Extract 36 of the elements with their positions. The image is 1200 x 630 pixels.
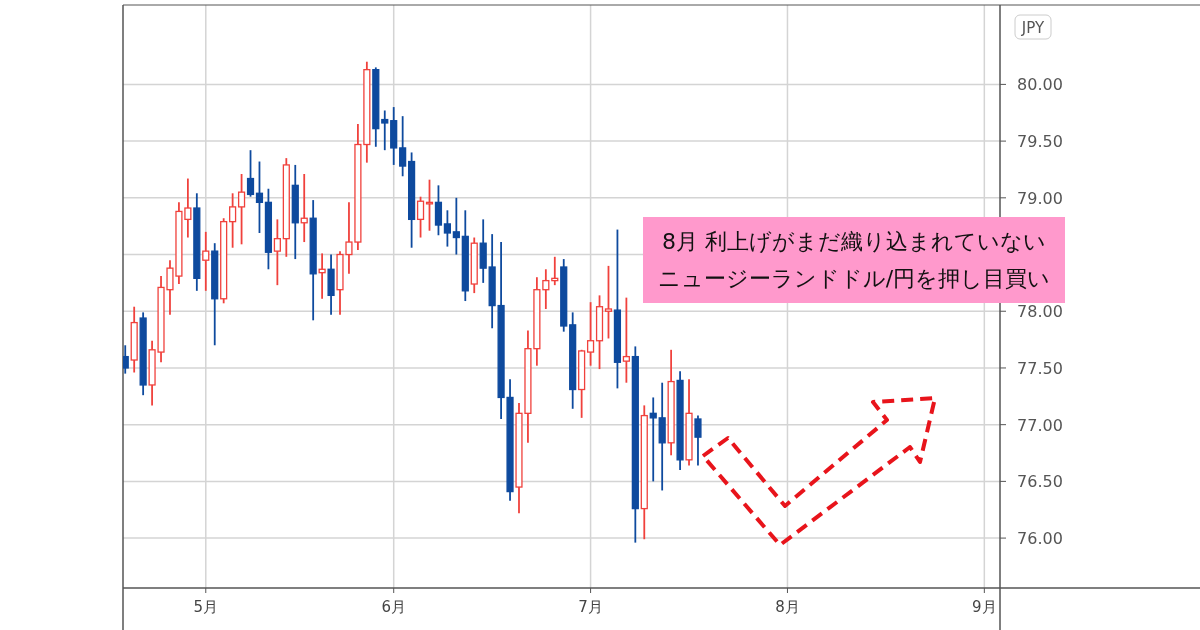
candlestick	[434, 184, 443, 237]
candlestick	[399, 115, 407, 178]
annotation: ニュージーランドドル/円を押し目買い	[656, 265, 1052, 293]
x-tick-label: 8月	[775, 598, 800, 616]
candlestick	[123, 344, 129, 375]
x-tick-label: 5月	[193, 598, 219, 616]
x-tick-label: 9月	[972, 598, 997, 616]
y-tick-label: 80.00	[1017, 75, 1063, 95]
candlestick	[443, 209, 451, 248]
candlestick	[649, 396, 657, 483]
candlestick	[202, 230, 210, 292]
candlestick	[246, 149, 255, 198]
candlestick	[604, 264, 613, 340]
candlestick	[694, 414, 702, 467]
candlestick	[586, 301, 595, 367]
y-tick-label: 79.50	[1017, 132, 1063, 152]
x-tick-label: 6月	[381, 598, 406, 616]
y-tick-label: 79.00	[1017, 188, 1063, 208]
y-tick-label: 76.50	[1017, 472, 1063, 492]
y-tick-label: 78.00	[1017, 302, 1063, 322]
y-axis-title: JPY	[1020, 19, 1045, 37]
candlestick	[237, 173, 246, 246]
y-tick-label: 77.50	[1017, 358, 1063, 378]
candlestick	[229, 192, 237, 249]
x-tick-label: 7月	[578, 598, 603, 616]
candlestick	[255, 160, 264, 234]
annotation: 8月 利上げがまだ織り込まれていない	[661, 228, 1047, 256]
candlestick	[381, 109, 389, 152]
candlestick	[542, 268, 550, 310]
y-tick-label: 77.00	[1017, 415, 1063, 435]
candlestick	[425, 178, 434, 232]
candlestick	[452, 196, 460, 256]
candlestick	[622, 296, 630, 384]
y-tick-label: 76.00	[1017, 529, 1063, 549]
candlestick	[273, 218, 281, 287]
candlestick	[416, 195, 425, 239]
